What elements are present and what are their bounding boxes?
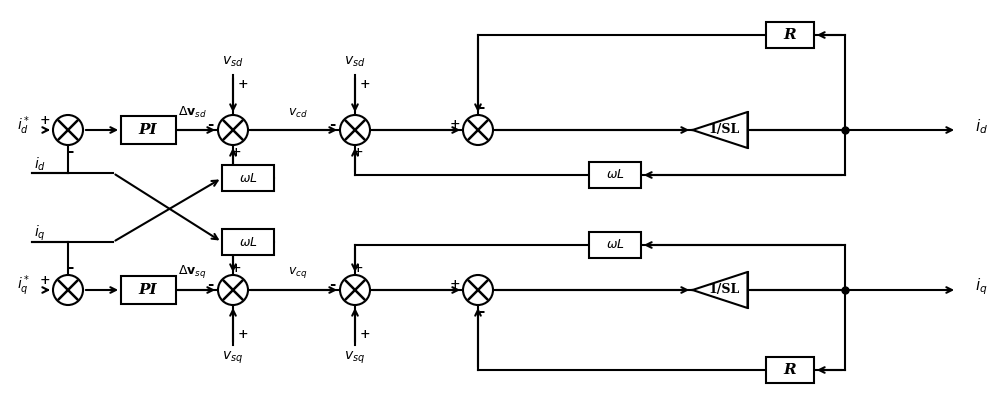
Bar bbox=[766, 22, 814, 48]
Text: -: - bbox=[329, 278, 335, 292]
Text: -: - bbox=[67, 145, 73, 159]
Text: $\omega L$: $\omega L$ bbox=[239, 236, 257, 249]
Circle shape bbox=[463, 115, 493, 145]
Circle shape bbox=[53, 115, 83, 145]
Text: -: - bbox=[478, 305, 484, 319]
Text: $i_q$: $i_q$ bbox=[34, 223, 46, 243]
Text: -: - bbox=[478, 101, 484, 115]
Text: $\omega L$: $\omega L$ bbox=[606, 168, 624, 181]
Text: +: + bbox=[238, 328, 248, 341]
Bar bbox=[589, 162, 641, 188]
Text: +: + bbox=[40, 275, 50, 288]
Text: $i_d$: $i_d$ bbox=[975, 118, 988, 136]
Text: $\Delta \mathbf{v}_{sq}$: $\Delta \mathbf{v}_{sq}$ bbox=[178, 263, 206, 280]
Bar bbox=[121, 276, 176, 304]
Text: $v_{sd}$: $v_{sd}$ bbox=[344, 55, 366, 69]
Text: $i_d^*$: $i_d^*$ bbox=[17, 115, 30, 137]
Circle shape bbox=[53, 275, 83, 305]
Text: $i_q$: $i_q$ bbox=[975, 277, 988, 297]
Text: $i_d$: $i_d$ bbox=[34, 155, 46, 173]
Text: R: R bbox=[784, 28, 796, 42]
Text: +: + bbox=[450, 118, 460, 131]
Text: $v_{sd}$: $v_{sd}$ bbox=[222, 55, 244, 69]
Circle shape bbox=[340, 115, 370, 145]
Text: +: + bbox=[231, 262, 241, 275]
Text: +: + bbox=[238, 79, 248, 92]
Text: $i_q^*$: $i_q^*$ bbox=[17, 274, 30, 298]
Text: PI: PI bbox=[139, 283, 157, 297]
Bar bbox=[222, 165, 274, 191]
Text: +: + bbox=[360, 79, 370, 92]
Bar bbox=[766, 357, 814, 383]
Circle shape bbox=[218, 115, 248, 145]
Text: -: - bbox=[67, 261, 73, 275]
Text: 1/SL: 1/SL bbox=[708, 284, 740, 297]
Bar bbox=[222, 229, 274, 255]
Text: +: + bbox=[231, 145, 241, 158]
Text: 1/SL: 1/SL bbox=[708, 123, 740, 136]
Text: $v_{sq}$: $v_{sq}$ bbox=[222, 350, 244, 366]
Circle shape bbox=[218, 275, 248, 305]
Text: +: + bbox=[353, 145, 363, 158]
Text: PI: PI bbox=[139, 123, 157, 137]
Bar bbox=[589, 232, 641, 258]
Circle shape bbox=[463, 275, 493, 305]
Bar bbox=[121, 116, 176, 144]
Text: -: - bbox=[207, 278, 213, 292]
Text: -: - bbox=[329, 118, 335, 132]
Text: R: R bbox=[784, 363, 796, 377]
Text: $\omega L$: $\omega L$ bbox=[606, 239, 624, 252]
Text: +: + bbox=[40, 115, 50, 128]
Text: +: + bbox=[450, 278, 460, 291]
Text: $\Delta \mathbf{v}_{sd}$: $\Delta \mathbf{v}_{sd}$ bbox=[178, 105, 206, 120]
Text: $v_{cq}$: $v_{cq}$ bbox=[288, 265, 308, 280]
Text: $v_{sq}$: $v_{sq}$ bbox=[344, 350, 366, 366]
Text: +: + bbox=[360, 328, 370, 341]
Text: +: + bbox=[353, 262, 363, 275]
Text: -: - bbox=[207, 118, 213, 132]
Text: $v_{cd}$: $v_{cd}$ bbox=[288, 107, 308, 120]
Text: $\omega L$: $\omega L$ bbox=[239, 171, 257, 184]
Circle shape bbox=[340, 275, 370, 305]
